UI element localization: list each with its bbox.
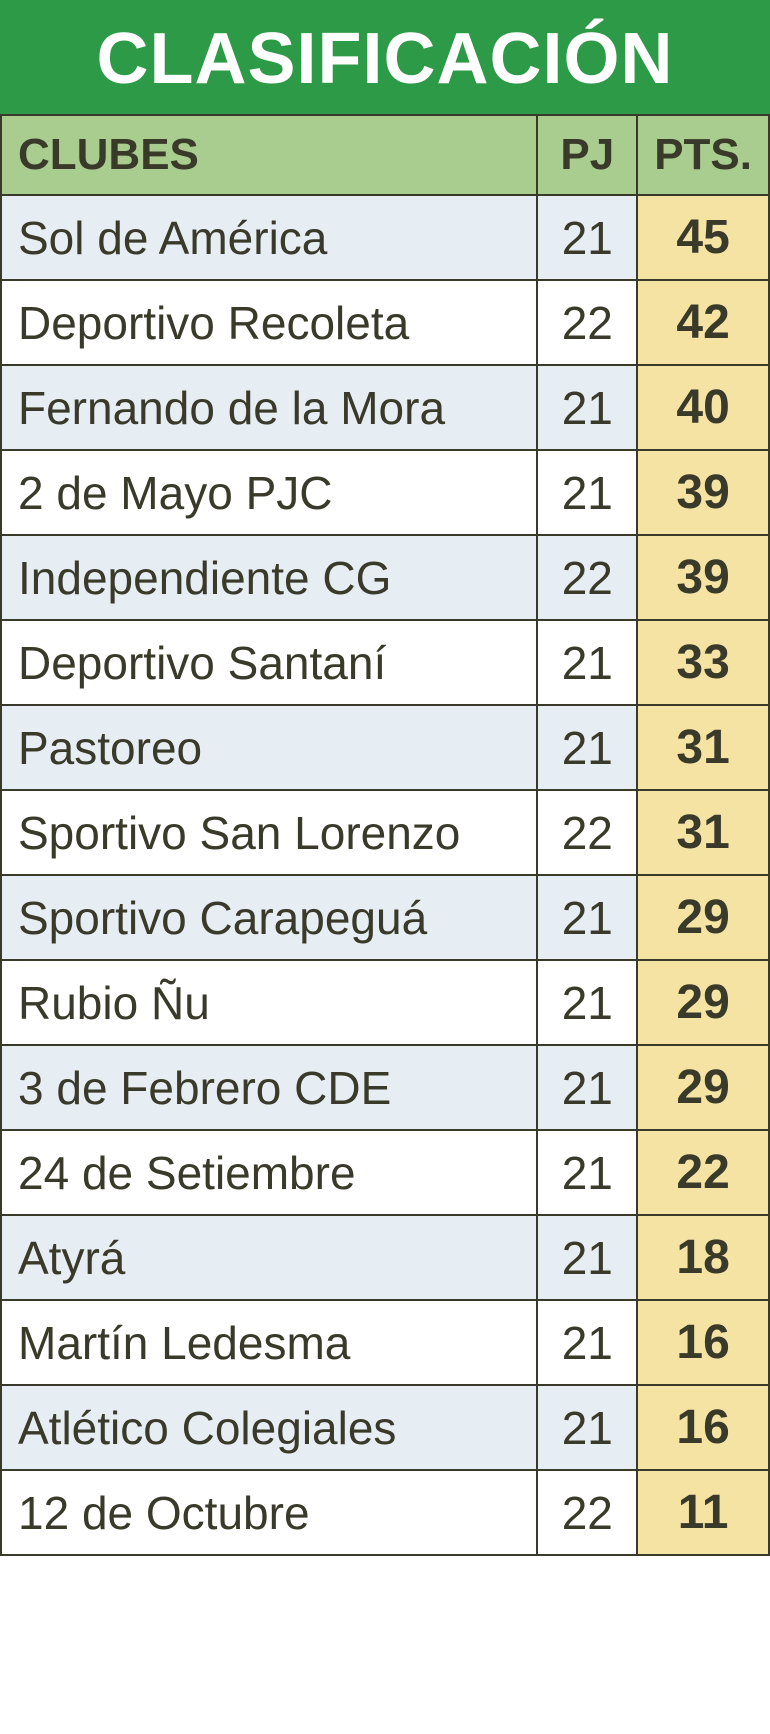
cell-pts: 16: [637, 1300, 769, 1385]
cell-club: Deportivo Santaní: [1, 620, 537, 705]
cell-pj: 21: [537, 365, 637, 450]
cell-pj: 21: [537, 1130, 637, 1215]
standings-table: CLUBES PJ PTS. Sol de América2145Deporti…: [0, 114, 770, 1556]
cell-club: Pastoreo: [1, 705, 537, 790]
table-row: 3 de Febrero CDE2129: [1, 1045, 769, 1130]
table-row: 12 de Octubre2211: [1, 1470, 769, 1555]
cell-pts: 42: [637, 280, 769, 365]
cell-club: 3 de Febrero CDE: [1, 1045, 537, 1130]
cell-club: 12 de Octubre: [1, 1470, 537, 1555]
table-row: Sol de América2145: [1, 195, 769, 280]
cell-pts: 31: [637, 705, 769, 790]
cell-pj: 21: [537, 1300, 637, 1385]
cell-pj: 22: [537, 535, 637, 620]
table-row: 2 de Mayo PJC2139: [1, 450, 769, 535]
cell-club: 2 de Mayo PJC: [1, 450, 537, 535]
cell-pj: 22: [537, 1470, 637, 1555]
cell-club: Rubio Ñu: [1, 960, 537, 1045]
cell-pts: 33: [637, 620, 769, 705]
cell-pj: 21: [537, 960, 637, 1045]
cell-pts: 11: [637, 1470, 769, 1555]
cell-pj: 21: [537, 1045, 637, 1130]
cell-club: Sol de América: [1, 195, 537, 280]
cell-pts: 16: [637, 1385, 769, 1470]
cell-club: Sportivo San Lorenzo: [1, 790, 537, 875]
cell-club: Atyrá: [1, 1215, 537, 1300]
cell-pj: 21: [537, 195, 637, 280]
cell-pj: 22: [537, 280, 637, 365]
table-row: Pastoreo2131: [1, 705, 769, 790]
table-row: Fernando de la Mora2140: [1, 365, 769, 450]
cell-pj: 21: [537, 875, 637, 960]
cell-pts: 40: [637, 365, 769, 450]
cell-pts: 22: [637, 1130, 769, 1215]
cell-pj: 21: [537, 1215, 637, 1300]
table-title: CLASIFICACIÓN: [0, 0, 770, 114]
cell-club: Atlético Colegiales: [1, 1385, 537, 1470]
table-row: Sportivo Carapeguá2129: [1, 875, 769, 960]
cell-pj: 21: [537, 1385, 637, 1470]
cell-pts: 39: [637, 535, 769, 620]
header-pts: PTS.: [637, 115, 769, 195]
table-row: Deportivo Recoleta2242: [1, 280, 769, 365]
cell-pts: 29: [637, 875, 769, 960]
table-row: Atyrá2118: [1, 1215, 769, 1300]
table-body: Sol de América2145Deportivo Recoleta2242…: [1, 195, 769, 1555]
table-row: Independiente CG2239: [1, 535, 769, 620]
table-row: Atlético Colegiales2116: [1, 1385, 769, 1470]
cell-pj: 21: [537, 705, 637, 790]
table-header-row: CLUBES PJ PTS.: [1, 115, 769, 195]
cell-club: Fernando de la Mora: [1, 365, 537, 450]
cell-club: Sportivo Carapeguá: [1, 875, 537, 960]
cell-pj: 21: [537, 450, 637, 535]
cell-pts: 29: [637, 1045, 769, 1130]
cell-club: 24 de Setiembre: [1, 1130, 537, 1215]
cell-pts: 18: [637, 1215, 769, 1300]
header-pj: PJ: [537, 115, 637, 195]
cell-pts: 29: [637, 960, 769, 1045]
cell-pts: 45: [637, 195, 769, 280]
table-row: 24 de Setiembre2122: [1, 1130, 769, 1215]
table-row: Martín Ledesma2116: [1, 1300, 769, 1385]
cell-club: Deportivo Recoleta: [1, 280, 537, 365]
table-row: Deportivo Santaní2133: [1, 620, 769, 705]
header-club: CLUBES: [1, 115, 537, 195]
cell-pts: 39: [637, 450, 769, 535]
cell-pts: 31: [637, 790, 769, 875]
table-row: Rubio Ñu2129: [1, 960, 769, 1045]
standings-container: CLASIFICACIÓN CLUBES PJ PTS. Sol de Amér…: [0, 0, 770, 1556]
cell-pj: 21: [537, 620, 637, 705]
cell-club: Independiente CG: [1, 535, 537, 620]
cell-pj: 22: [537, 790, 637, 875]
table-row: Sportivo San Lorenzo2231: [1, 790, 769, 875]
cell-club: Martín Ledesma: [1, 1300, 537, 1385]
